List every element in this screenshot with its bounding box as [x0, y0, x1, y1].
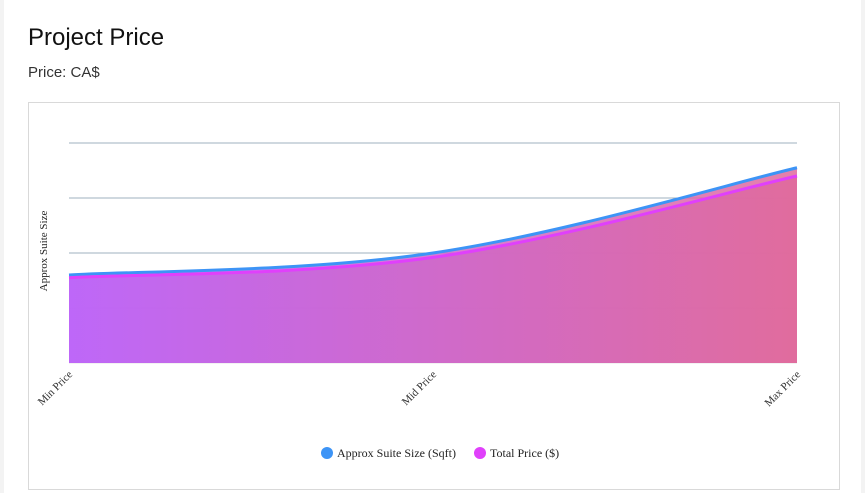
legend-label: Total Price ($) — [490, 446, 559, 460]
x-axis-ticks: Min Price Mid Price Max Price — [36, 369, 803, 410]
legend-label: Approx Suite Size (Sqft) — [337, 446, 456, 460]
legend: Approx Suite Size (Sqft) Total Price ($) — [321, 446, 559, 460]
x-tick-label: Min Price — [36, 369, 75, 408]
price-currency-label: Price: CA$ — [28, 64, 100, 81]
x-tick-label: Max Price — [762, 369, 803, 410]
y-axis-label: Approx Suite Size — [38, 211, 50, 292]
page-title: Project Price — [28, 24, 165, 51]
project-price-card: Project Price Price: CA$ Approx Suite Si… — [4, 0, 861, 493]
chart-container: Approx Suite Size Min Price Mid Price Max … — [28, 102, 840, 490]
area-chart: Approx Suite Size Min Price Mid Price Max … — [36, 142, 803, 460]
legend-item[interactable]: Approx Suite Size (Sqft) — [321, 446, 456, 460]
series-line-2 — [68, 174, 798, 280]
x-tick-label: Mid Price — [400, 369, 439, 408]
legend-marker — [321, 447, 333, 459]
legend-marker — [474, 447, 486, 459]
legend-item[interactable]: Total Price ($) — [474, 446, 559, 460]
series-line-1 — [68, 166, 798, 277]
series-lines — [68, 166, 798, 280]
